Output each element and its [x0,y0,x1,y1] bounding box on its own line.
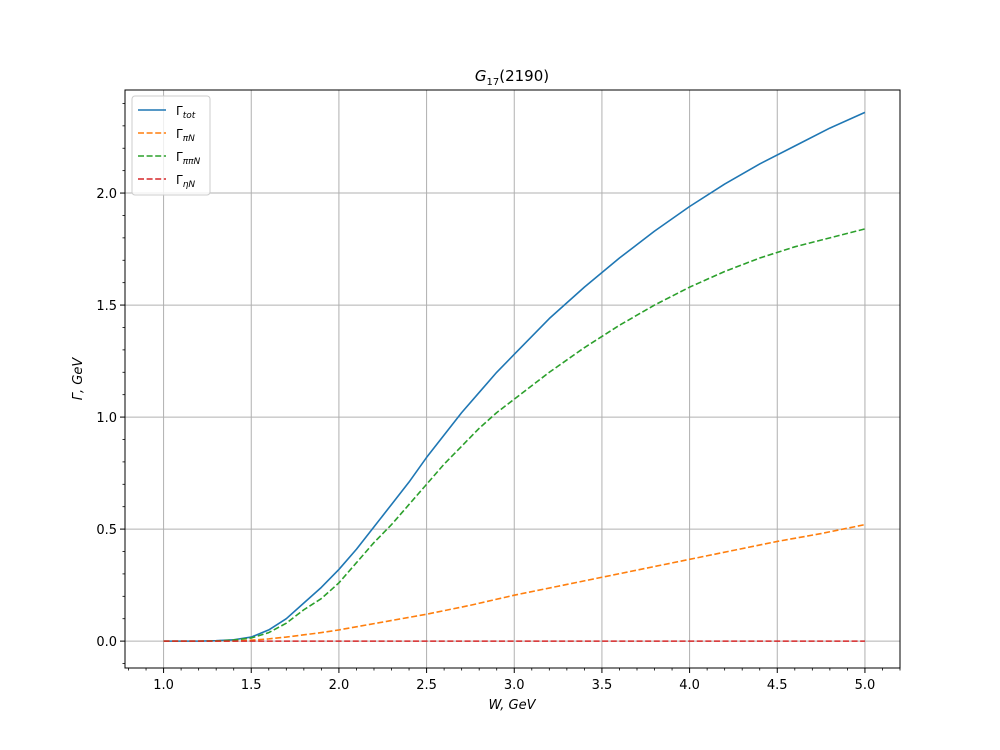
chart-title-main: G [475,67,487,85]
legend-frame [131,95,211,196]
series-layer [163,111,866,642]
legend-label: Γtot [176,104,196,121]
x-tick-label: 3.0 [504,678,525,693]
y-tick-label: 1.0 [96,411,117,426]
legend-label: ΓππN [176,150,201,167]
x-tick-label: 4.0 [679,678,700,693]
y-tick-label: 0.0 [96,635,117,650]
y-tick-label: 1.5 [96,299,117,314]
series-line-πN [163,523,866,642]
y-axis-label: Γ, GeV [71,357,86,401]
x-axis-label: W, GeV [488,698,536,713]
plot-frame [124,89,901,669]
y-tick-label: 0.5 [96,523,117,538]
ticks: 1.0 1.5 2.0 2.5 3.0 3.5 4.0 4.5 5.0 0.0 0.5 1.0 1.5 2… [96,103,901,693]
x-tick-label: 5.0 [855,678,876,693]
x-tick-label: 4.5 [767,678,788,693]
x-tick-label: 2.5 [416,678,437,693]
x-tick-label: 1.0 [153,678,174,693]
x-tick-label: 3.5 [592,678,613,693]
x-tick-label: 2.0 [329,678,350,693]
chart-title-rest: (2190) [499,67,549,85]
series-line-ππN [163,228,866,642]
chart-title: G17(2190) [475,67,549,88]
legend-label: ΓπN [176,127,195,144]
grid [125,90,900,668]
chart-title-sub: 17 [487,77,500,88]
y-tick-label: 2.0 [96,187,117,202]
series-line-tot [163,111,866,642]
x-tick-label: 1.5 [241,678,262,693]
legend-label: ΓηN [176,173,195,190]
legend: Γtot ΓπN ΓππN ΓηN [131,95,211,196]
